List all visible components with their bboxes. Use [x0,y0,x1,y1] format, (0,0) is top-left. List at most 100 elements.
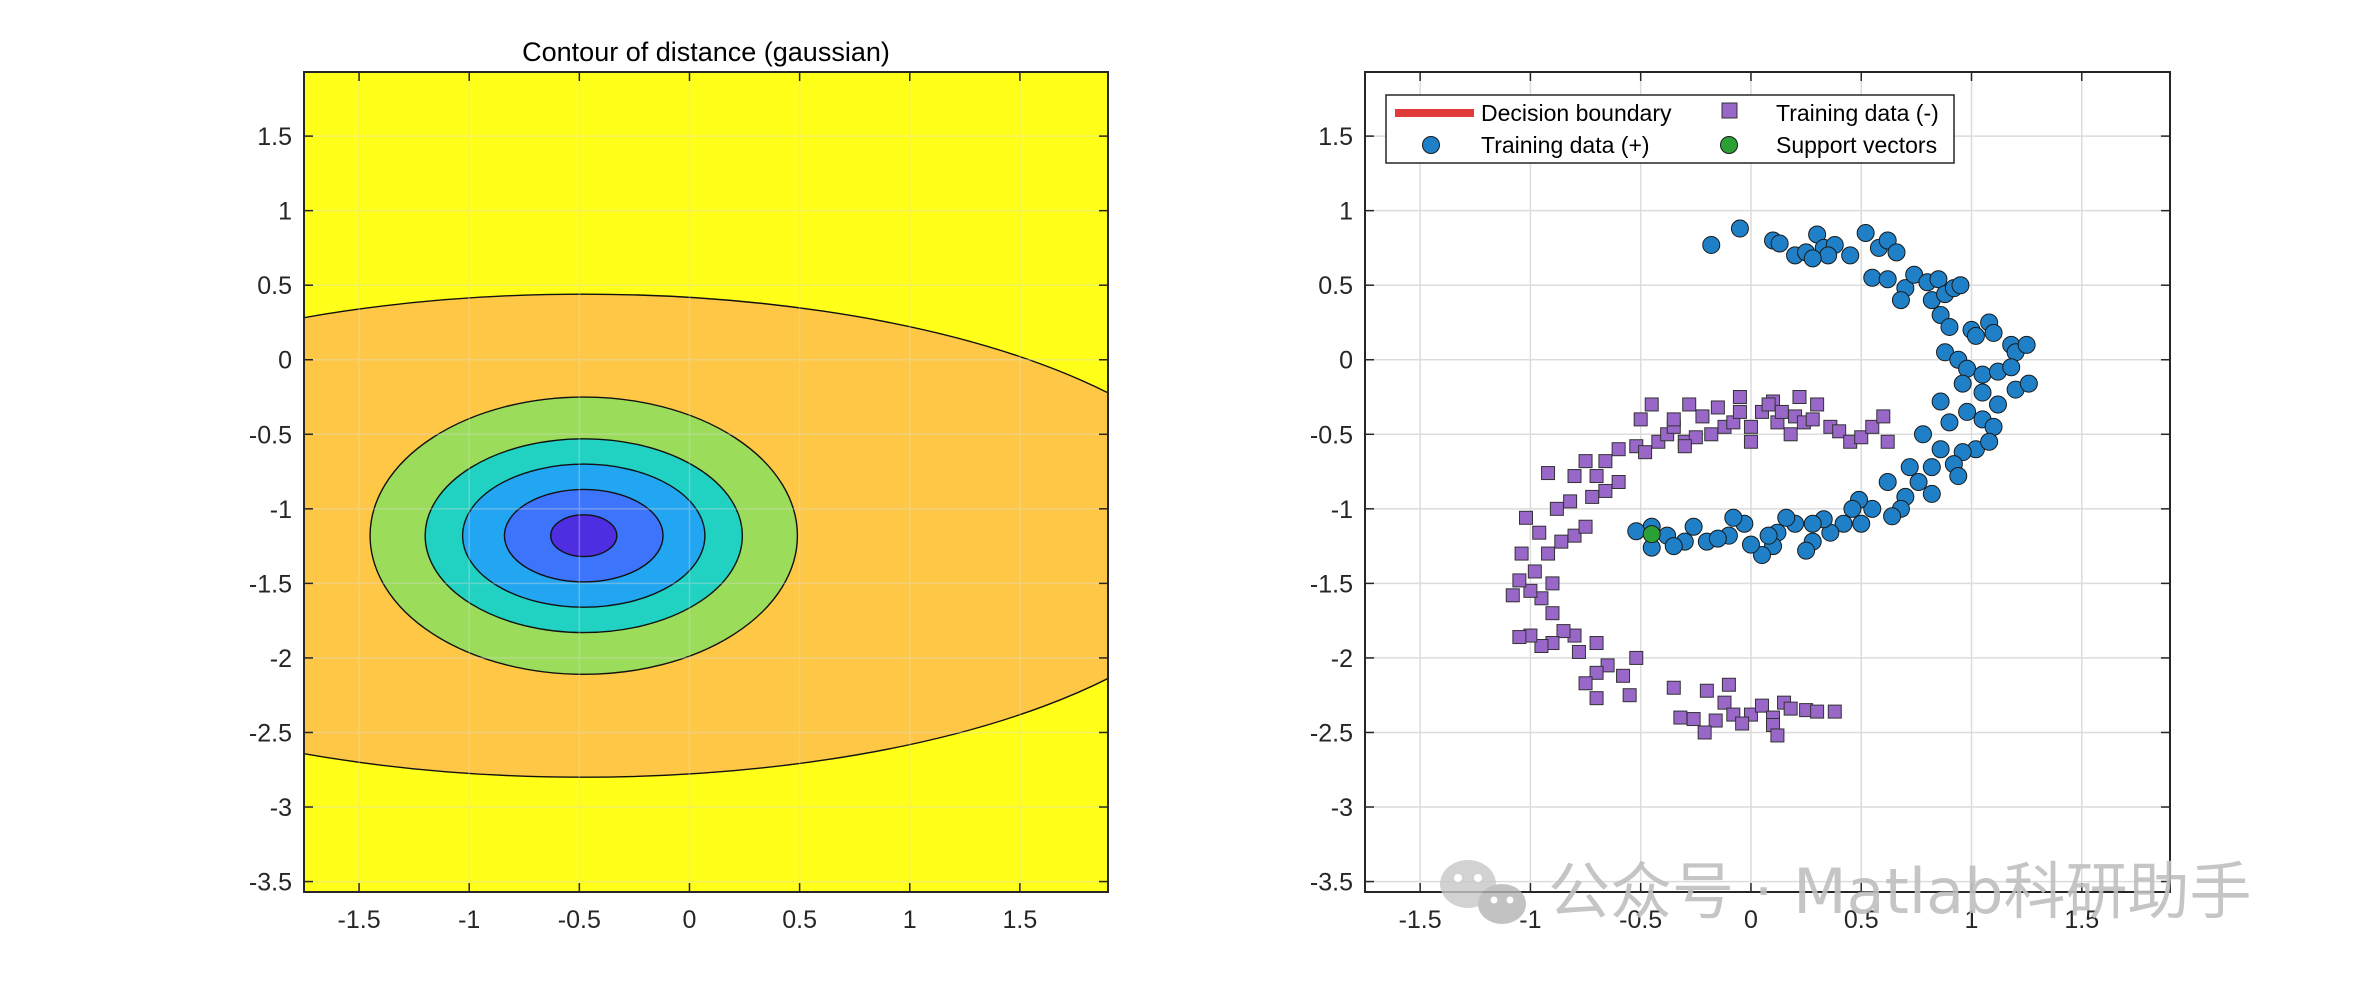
data-point-positive [1852,514,1871,533]
watermark: 公众号 · Matlab科研助手 [1440,855,2252,928]
data-point-positive [1841,246,1860,265]
legend-label-training-positive: Training data (+) [1481,132,1650,158]
data-point-negative [1792,390,1807,405]
data-point-positive [1770,234,1789,253]
data-point-positive [1953,374,1972,393]
data-point-positive [1980,432,1999,451]
y-tick-label: -2.5 [249,719,292,747]
y-tick-label: -2.5 [1310,719,1353,747]
data-point-negative [1688,430,1703,445]
data-point-positive [1752,546,1771,565]
grid-lines [304,72,1108,892]
data-point-negative [1708,713,1723,728]
x-tick-label: -1.5 [338,906,381,934]
data-point-negative [1534,639,1549,653]
data-point-positive [1940,317,1959,336]
data-point-negative [1697,725,1712,740]
data-point-positive [1891,291,1910,310]
data-point-negative [1677,439,1692,454]
data-point-negative [1514,546,1529,561]
y-tick-label: -0.5 [1310,421,1353,449]
y-tick-label: 1 [278,198,292,226]
y-tick-label: -1.5 [249,570,292,598]
data-point-positive [1931,392,1950,411]
data-points [1505,219,2038,743]
axes-box [1364,71,2171,893]
y-tick-label: 0.5 [257,272,292,300]
data-point-negative [1805,412,1820,427]
data-point-positive [1878,473,1897,491]
data-point-negative [1578,454,1593,469]
data-point-negative [1585,489,1600,504]
data-point-negative [1589,691,1604,706]
data-point-positive [1803,514,1822,533]
data-point-negative [1532,525,1547,540]
legend-label-support-vectors: Support vectors [1776,132,1937,158]
data-point-negative [1673,710,1688,725]
data-point-positive [1951,276,1970,295]
data-point-negative [1629,650,1644,665]
x-tick-label: -1 [458,906,480,934]
data-point-positive [1887,243,1906,262]
data-point-positive [1777,508,1796,527]
plot-background [1365,72,2170,892]
data-point-positive [1741,535,1760,554]
data-point-positive [1730,219,1749,238]
data-point-negative [1600,658,1615,673]
data-point-negative [1686,712,1701,727]
data-point-negative [1578,676,1593,691]
data-point-negative [1622,688,1637,703]
data-point-negative [1810,704,1825,719]
x-tick-label: 0.5 [1844,906,1879,934]
data-point-negative [1854,430,1869,445]
chart-title: Contour of distance (gaussian) [522,37,890,67]
data-point-negative [1527,564,1542,579]
y-tick-label: 1.5 [257,123,292,151]
x-tick-label: -0.5 [558,906,601,934]
legend-box [1385,94,1955,164]
data-point-negative [1644,397,1659,412]
data-point-positive [1913,425,1932,444]
data-point-negative [1682,397,1697,412]
y-tick-label: -1.5 [1310,570,1353,598]
data-point-negative [1611,442,1626,457]
grid-lines [1365,72,2170,892]
y-tick-label: 0.5 [1318,272,1353,300]
data-point-negative [1611,475,1626,489]
data-point-negative [1571,644,1586,659]
data-point-negative [1567,528,1582,543]
data-point-negative [1732,390,1747,405]
data-point-positive [1958,359,1977,378]
axis-ticks: -1.5 -1 -0.5 0 0.5 1 1.5 -3.5 -3 -2.5 -2 -1.5 -1 -0.5… [1310,72,2170,934]
data-point-negative [1541,466,1556,481]
x-tick-label: 0 [1744,906,1758,934]
data-point-positive [1708,529,1727,548]
data-point-positive [1803,249,1822,268]
data-point-positive [1973,383,1992,402]
data-point-positive [1834,514,1853,533]
data-point-negative [1512,630,1527,645]
y-tick-label: 1.5 [1318,123,1353,151]
data-point-negative [1743,419,1758,434]
data-point-negative [1541,546,1556,561]
data-point-positive [1878,270,1897,289]
y-tick-label: -3 [270,794,292,822]
contour-levels [304,293,1108,778]
data-point-negative [1876,409,1891,424]
x-tick-label: -1.5 [1399,906,1442,934]
data-point-positive [1909,473,1928,491]
data-point-positive [1922,458,1941,477]
legend-label-decision-boundary: Decision boundary [1481,100,1672,126]
data-point-negative [1743,434,1758,449]
data-point-positive [1940,413,1959,432]
x-tick-label: 0 [683,906,697,934]
contour-plot: -1.5 -1 -0.5 0 0.5 1 1.5 -3.5 -3 -2.5 -2 -1.5 -1 -0.5… [249,37,1109,934]
data-point-negative [1704,427,1719,442]
y-tick-label: -2 [270,645,292,673]
axis-ticks: -1.5 -1 -0.5 0 0.5 1 1.5 -3.5 -3 -2.5 -2 -1.5 -1 -0.5… [249,72,1108,934]
data-point-negative [1732,404,1747,419]
data-point-positive [1883,507,1902,526]
x-tick-label: 1 [903,906,917,934]
data-point-positive [1973,365,1992,384]
